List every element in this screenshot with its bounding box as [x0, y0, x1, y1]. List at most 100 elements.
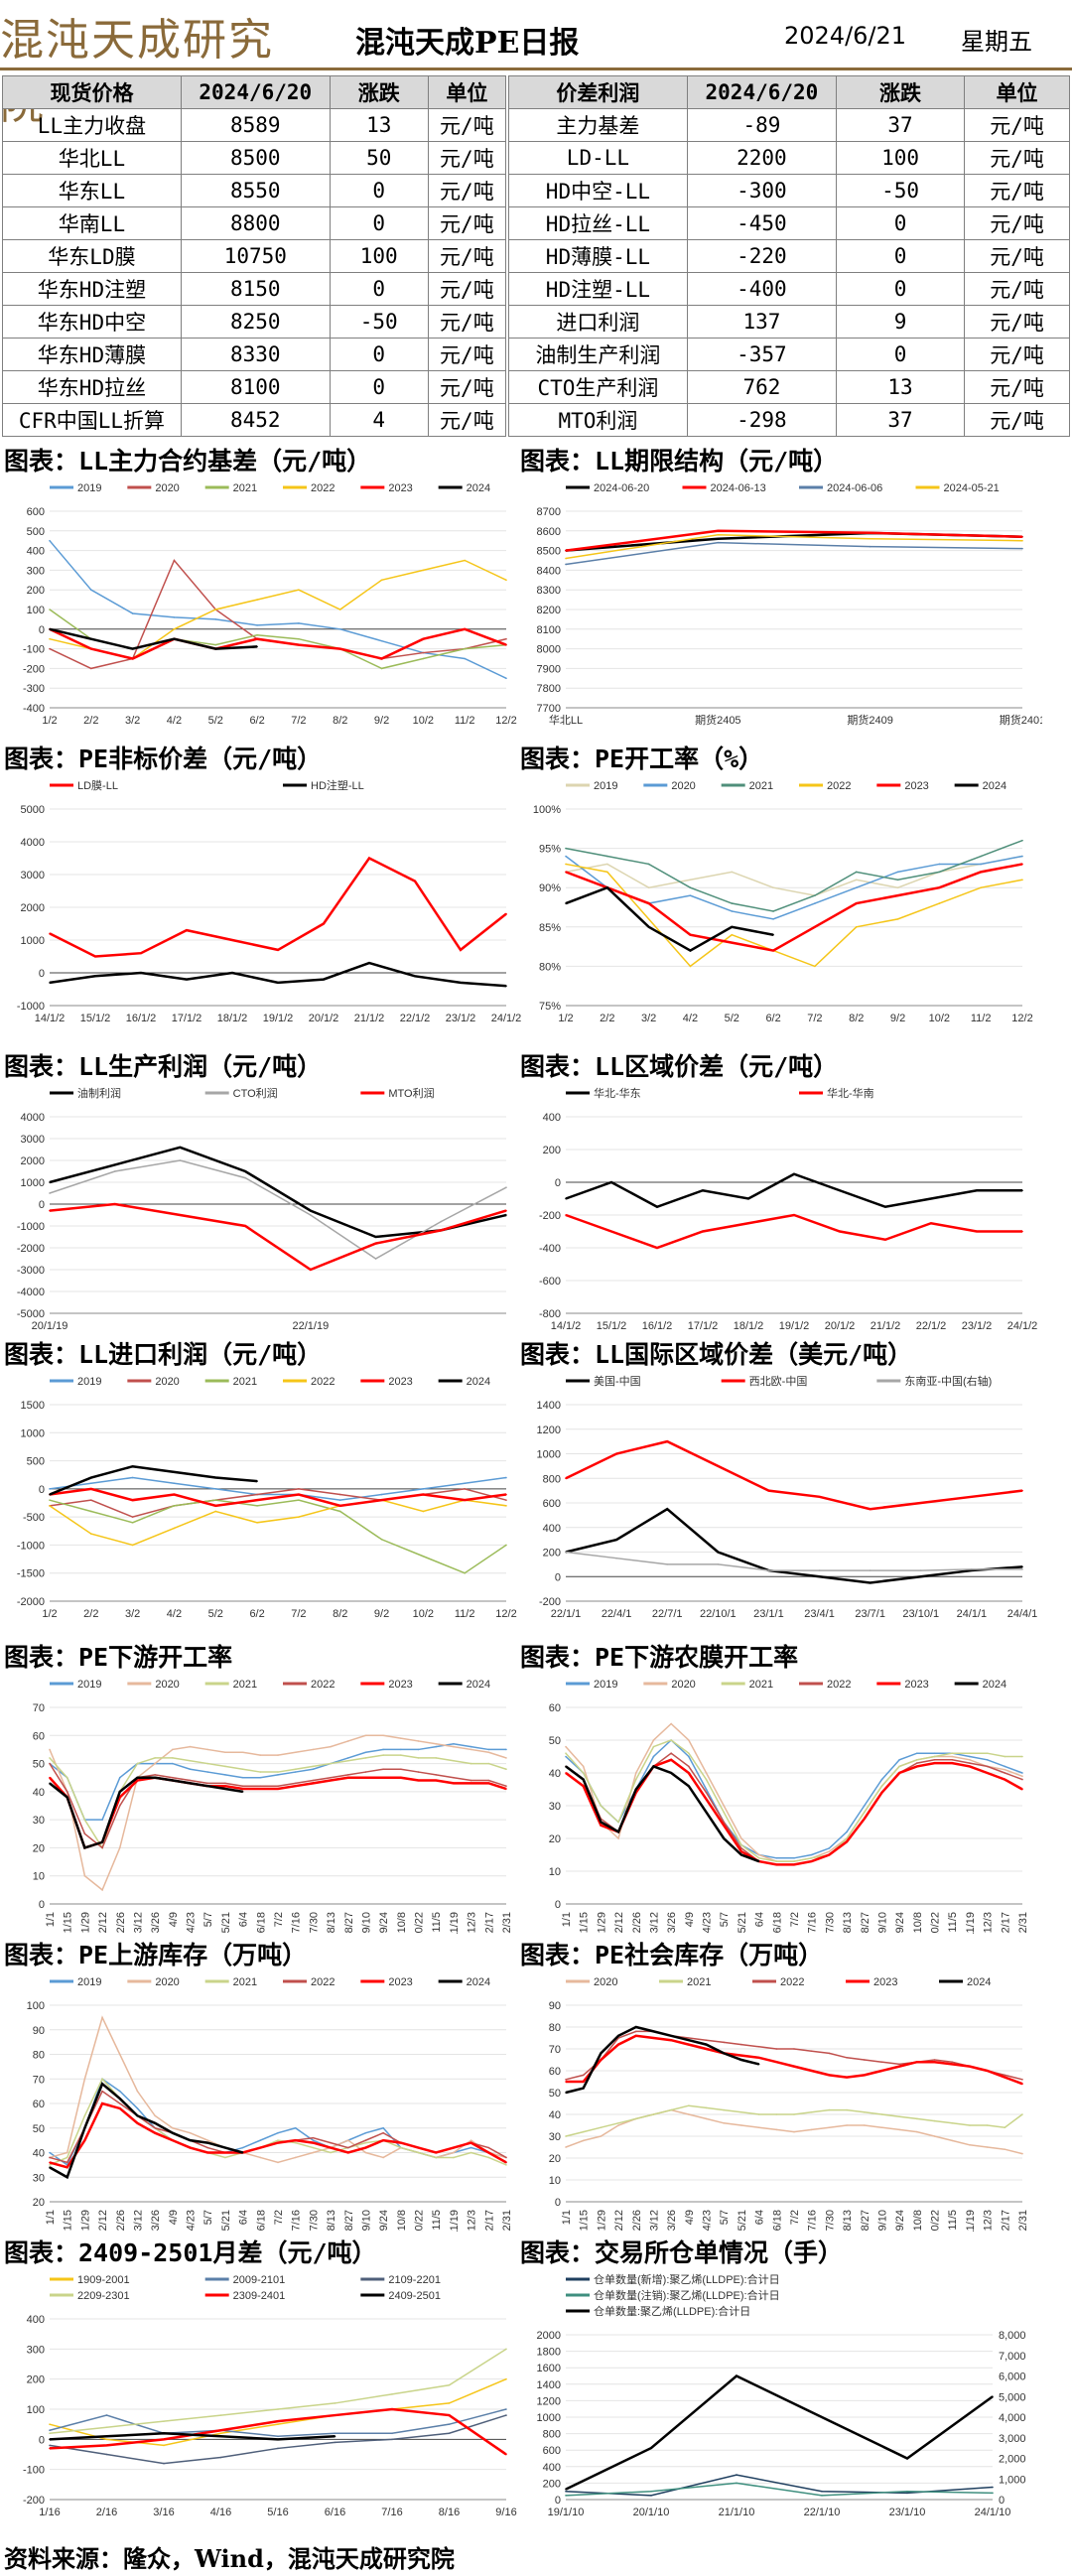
data-point: [938, 871, 941, 874]
data-point: [969, 2065, 971, 2068]
x-tick-label: 15/1/2: [80, 1013, 111, 1024]
data-point: [846, 1837, 848, 1839]
x-tick-label: 19/1/2: [779, 1320, 810, 1332]
legend-label: 2022: [827, 780, 851, 792]
data-point: [414, 975, 416, 978]
x-tick-label: 4/2: [167, 715, 182, 727]
data-point: [173, 616, 176, 618]
series-line: [565, 1764, 760, 1863]
x-tick-label: 10/22: [930, 1912, 942, 1934]
table-cell: 13: [836, 370, 966, 404]
data-point: [391, 2393, 393, 2395]
x-tick-label: 22/1/1: [551, 1608, 582, 1620]
x-tick-label: 11/19: [449, 2210, 461, 2232]
x-tick-label: 12/17: [1000, 1912, 1011, 1934]
series-line: [565, 1752, 1023, 1866]
x-tick-label: 11/5: [947, 1912, 959, 1933]
x-tick-label: 5/21: [737, 1912, 748, 1933]
spread-profit-table: 价差利润 2024/6/20 涨跌 单位 主力基差 -89 37 元/吨 LD-LL 2200 10…: [508, 75, 1070, 437]
data-point: [1021, 1189, 1023, 1192]
data-point: [49, 1776, 51, 1779]
data-point: [487, 1748, 490, 1751]
data-point: [464, 1571, 466, 1574]
data-point: [717, 1551, 720, 1554]
table-cell: -89: [686, 108, 838, 142]
data-point: [172, 2131, 174, 2134]
data-point: [757, 2063, 760, 2066]
source-footer: 资料来源：隆众，Wind，混沌天成研究院: [4, 2544, 455, 2573]
data-point: [66, 2156, 68, 2159]
data-point: [219, 2435, 222, 2438]
data-point: [505, 643, 507, 646]
x-tick-label: 12/31: [1017, 2210, 1029, 2232]
x-tick-label: 期货2409: [847, 713, 892, 727]
data-point: [206, 2141, 209, 2144]
legend-label: 2019: [77, 482, 101, 494]
data-point: [828, 2108, 831, 2111]
legend-item: 2019: [50, 1376, 101, 1388]
data-point: [172, 1757, 174, 1759]
data-point: [330, 1776, 332, 1779]
data-point: [916, 2117, 918, 2120]
y-tick-label: 600: [27, 506, 45, 518]
data-point: [740, 2059, 742, 2061]
table-cell: 8250: [180, 305, 331, 339]
data-point: [131, 612, 134, 614]
x-tick-label: 9/10: [876, 2210, 888, 2231]
data-point: [775, 2061, 778, 2063]
x-tick-label: 8/16: [439, 2507, 460, 2518]
data-point: [172, 1748, 174, 1751]
data-point: [976, 1189, 978, 1192]
x-tick-label: 7/30: [824, 2210, 836, 2231]
table-cell: 8330: [180, 338, 331, 371]
data-point: [775, 1860, 778, 1862]
table-cell: 元/吨: [964, 272, 1070, 306]
y-tick-label: -1000: [17, 1540, 45, 1552]
data-point: [767, 1489, 770, 1492]
data-point: [173, 1527, 176, 1530]
data-point: [747, 1222, 749, 1225]
data-point: [757, 1853, 760, 1856]
data-point: [775, 2128, 778, 2131]
data-point: [933, 2135, 936, 2137]
data-point: [66, 1776, 68, 1779]
data-point: [670, 1772, 672, 1774]
y-tick-label: 2000: [21, 902, 45, 914]
chart-svg: 仓单数量(新增):聚乙烯(LLDPE):合计日仓单数量(注销):聚乙烯(LLDP…: [537, 2272, 1026, 2518]
table-cell: 华东HD注塑: [2, 272, 182, 306]
legend-label: 2024-05-21: [944, 482, 1000, 494]
data-point: [814, 926, 816, 928]
legend-item: 2022: [799, 1679, 851, 1691]
chart-svg: 2019 2020 2021 2022 2023 2024 -400 -300 -200 -100…: [23, 482, 517, 727]
data-point: [793, 2130, 795, 2133]
data-point: [969, 1759, 971, 1761]
data-point: [487, 2151, 490, 2154]
legend-label: 仓单数量(新增):聚乙烯(LLDPE):合计日: [594, 2272, 780, 2286]
data-point: [969, 1765, 971, 1768]
data-point: [976, 1230, 978, 1233]
y-tick-label: 8400: [537, 565, 561, 577]
data-point: [94, 975, 96, 978]
x-tick-label: 9/24: [378, 1912, 390, 1933]
series-line: [565, 529, 1023, 552]
data-point: [105, 2453, 108, 2456]
legend-label: 2021: [233, 1376, 257, 1388]
data-point: [224, 2151, 226, 2154]
legend-item: 2022: [283, 482, 335, 494]
series-line: [49, 2082, 243, 2180]
x-tick-label: 24/1/2: [491, 1013, 522, 1024]
legend-label: 2019: [594, 1679, 617, 1691]
header-divider: [0, 68, 1072, 70]
data-point: [810, 1853, 813, 1856]
data-point: [414, 880, 416, 882]
data-point: [810, 1857, 813, 1859]
data-point: [757, 2126, 760, 2128]
data-point: [689, 949, 692, 952]
x-tick-label: 7/16: [807, 2210, 819, 2231]
legend-label: 2023: [873, 1976, 897, 1988]
legend-item: 1909-2001: [50, 2274, 130, 2286]
data-point: [154, 1762, 156, 1765]
x-tick-label: 2/2: [600, 1013, 614, 1024]
legend-item: 西北欧-中国: [721, 1375, 807, 1388]
x-tick-label: 6/18: [771, 1912, 783, 1933]
